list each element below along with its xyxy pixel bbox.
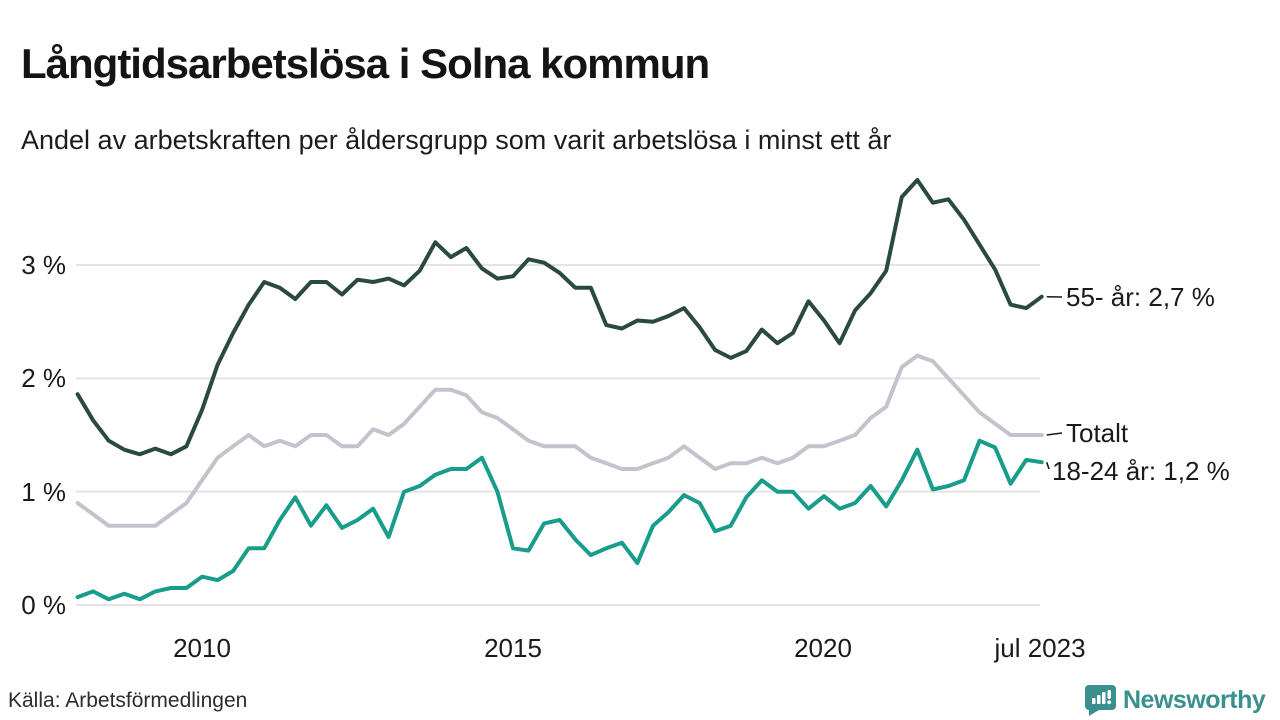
y-axis-tick-0: 0 % <box>21 590 66 620</box>
y-axis-tick-3: 3 % <box>21 250 66 280</box>
series-label-55-ar: 55- år: 2,7 % <box>1066 282 1215 312</box>
label-connector <box>1046 432 1063 436</box>
series-line-55 <box>75 178 1044 457</box>
newsworthy-logo-icon <box>1085 685 1116 716</box>
x-axis-tick-2020: 2020 <box>794 633 852 663</box>
chart-subtitle: Andel av arbetskraften per åldersgrupp s… <box>21 125 892 155</box>
x-axis-tick-jul-2023: jul 2023 <box>994 633 1086 663</box>
newsworthy-brand: Newsworthy <box>1085 684 1266 716</box>
label-connector <box>1045 461 1050 470</box>
source-attribution: Källa: Arbetsförmedlingen <box>8 689 248 712</box>
series-label-totalt: Totalt <box>1066 418 1129 448</box>
page-title: Långtidsarbetslösa i Solna kommun <box>21 40 710 88</box>
x-axis-tick-2010: 2010 <box>173 633 231 663</box>
y-axis-tick-2: 2 % <box>21 363 66 393</box>
series-line-18-24 <box>75 438 1044 602</box>
y-axis-tick-1: 1 % <box>21 477 66 507</box>
series-label-18-24-ar: 18-24 år: 1,2 % <box>1052 456 1230 486</box>
series-line-totalt <box>75 353 1044 528</box>
newsworthy-brand-text: Newsworthy <box>1123 685 1266 714</box>
x-axis-tick-2015: 2015 <box>484 633 542 663</box>
